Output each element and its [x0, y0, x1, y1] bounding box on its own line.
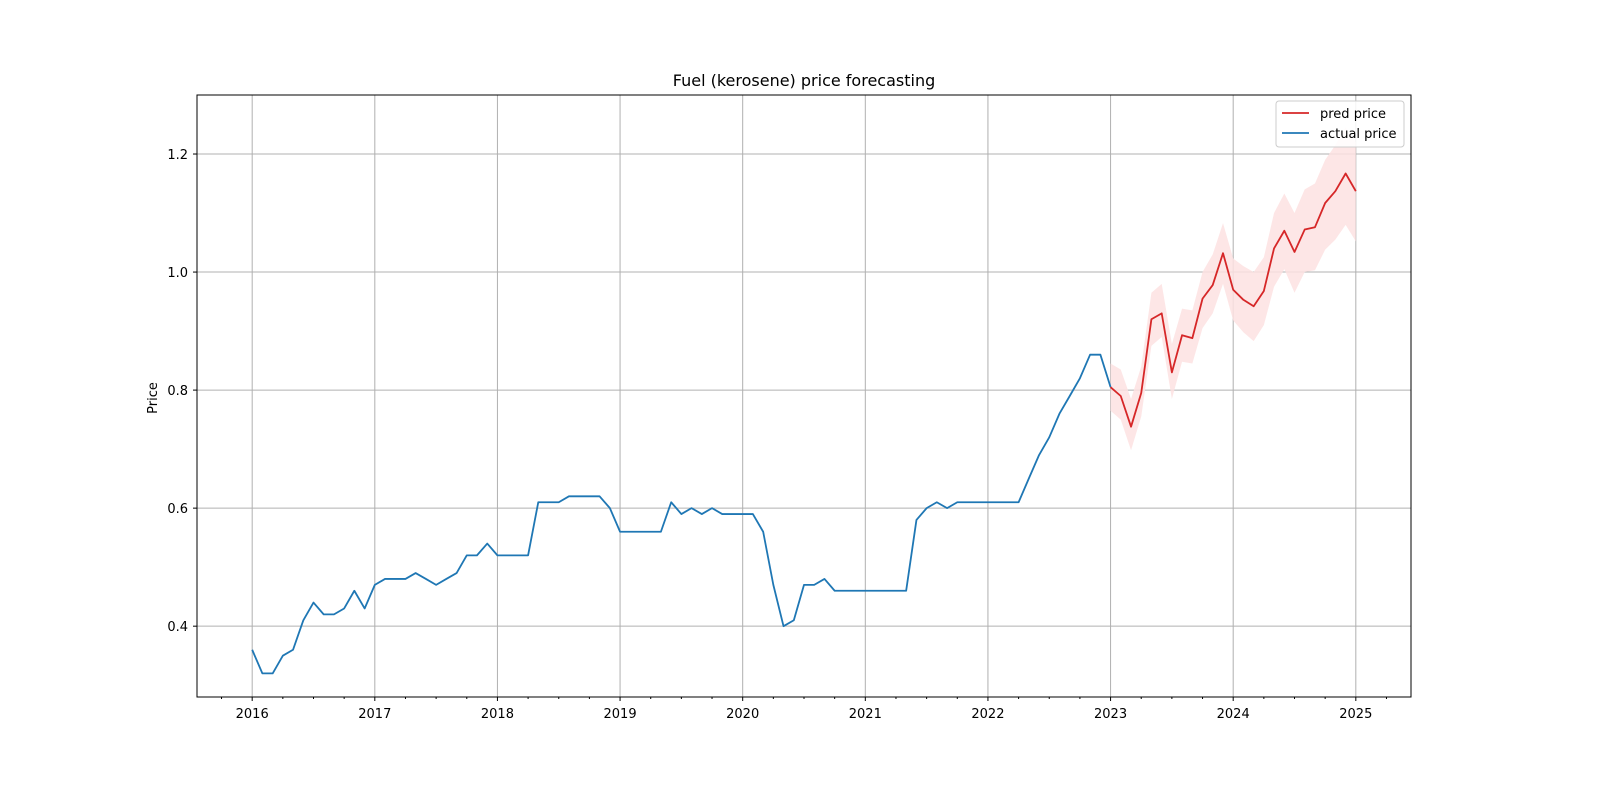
- x-tick-label: 2020: [726, 707, 759, 722]
- y-axis-label: Price: [146, 382, 161, 414]
- y-tick-label: 1.0: [167, 266, 188, 281]
- x-tick-label: 2022: [971, 707, 1004, 722]
- y-tick-label: 1.2: [167, 148, 188, 163]
- x-tick-label: 2024: [1217, 707, 1250, 722]
- y-tick-label: 0.6: [167, 502, 188, 517]
- chart-title: Fuel (kerosene) price forecasting: [673, 71, 935, 90]
- x-tick-label: 2019: [604, 707, 637, 722]
- legend-label: actual price: [1320, 127, 1397, 142]
- legend: pred price actual price: [1275, 100, 1405, 148]
- pred-price-line: [1109, 172, 1357, 428]
- grid: [197, 95, 1411, 697]
- series-line-layer: [251, 172, 1357, 675]
- x-tick-label: 2017: [358, 707, 391, 722]
- legend-label: pred price: [1320, 107, 1386, 122]
- x-tick-label: 2016: [236, 707, 269, 722]
- ticks: 2016 2017 2018 2019 2020 2021 2022 2023 2024 2025…: [167, 148, 1387, 722]
- x-tick-label: 2025: [1339, 707, 1372, 722]
- x-tick-label: 2018: [481, 707, 514, 722]
- y-tick-label: 0.4: [167, 620, 188, 635]
- x-tick-label: 2023: [1094, 707, 1127, 722]
- actual-price-line: [251, 353, 1112, 675]
- x-tick-label: 2021: [849, 707, 882, 722]
- y-tick-label: 0.8: [167, 384, 188, 399]
